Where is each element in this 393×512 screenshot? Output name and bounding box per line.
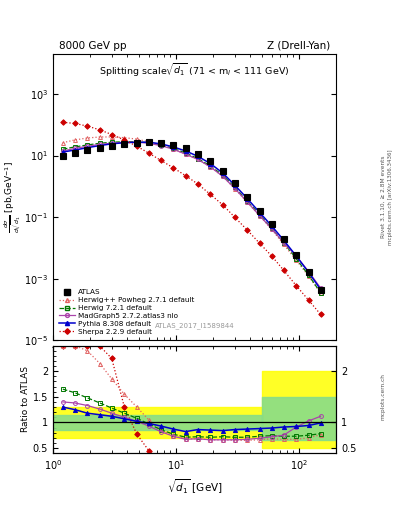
Text: mcplots.cern.ch [arXiv:1306.3436]: mcplots.cern.ch [arXiv:1306.3436] xyxy=(388,150,393,245)
Text: Z (Drell-Yan): Z (Drell-Yan) xyxy=(267,41,331,51)
Text: mcplots.cern.ch: mcplots.cern.ch xyxy=(381,373,386,420)
Text: ATLAS_2017_I1589844: ATLAS_2017_I1589844 xyxy=(155,322,234,329)
Y-axis label: $\frac{d\sigma}{d\sqrt{d_1}}$ [pb,GeV$^{-1}$]: $\frac{d\sigma}{d\sqrt{d_1}}$ [pb,GeV$^{… xyxy=(3,161,23,233)
Y-axis label: Ratio to ATLAS: Ratio to ATLAS xyxy=(21,367,30,432)
Text: Splitting scale$\sqrt{d_1}$ (71 < m$_l$ < 111 GeV): Splitting scale$\sqrt{d_1}$ (71 < m$_l$ … xyxy=(99,62,290,79)
Text: Rivet 3.1.10, ≥ 2.8M events: Rivet 3.1.10, ≥ 2.8M events xyxy=(381,156,386,239)
X-axis label: $\sqrt{d_1}$ [GeV]: $\sqrt{d_1}$ [GeV] xyxy=(167,477,222,496)
Legend: ATLAS, Herwig++ Powheg 2.7.1 default, Herwig 7.2.1 default, MadGraph5 2.7.2.atla: ATLAS, Herwig++ Powheg 2.7.1 default, He… xyxy=(57,287,197,337)
Text: 8000 GeV pp: 8000 GeV pp xyxy=(59,41,126,51)
